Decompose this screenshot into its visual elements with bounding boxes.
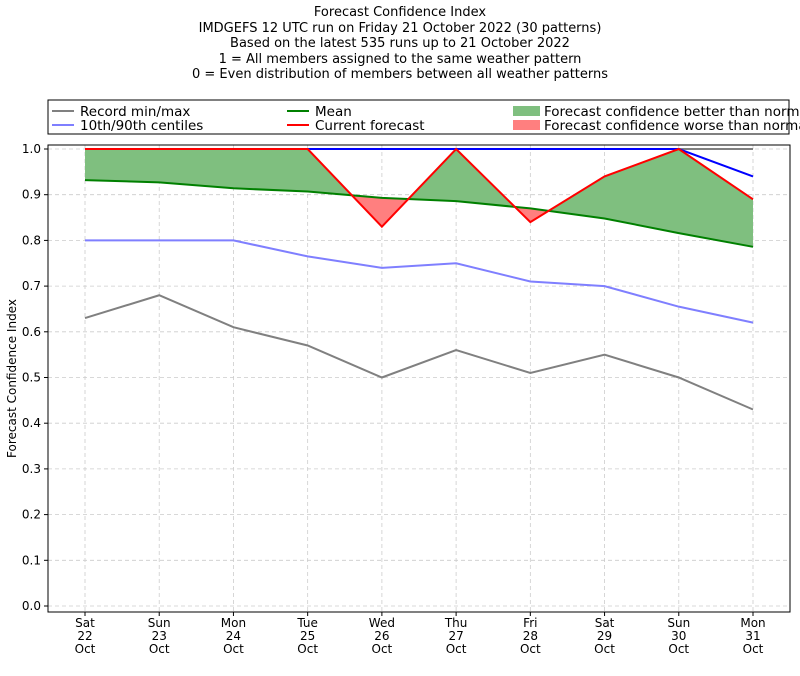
x-tick-label: 26 (374, 629, 389, 643)
y-axis-label: Forecast Confidence Index (5, 299, 19, 458)
y-tick-label: 0.0 (22, 599, 41, 613)
x-tick-label: Sat (75, 616, 95, 630)
x-tick-label: Oct (75, 642, 96, 656)
y-tick-label: 0.1 (22, 553, 41, 567)
x-tick-label: Tue (296, 616, 318, 630)
x-tick-label: Oct (297, 642, 318, 656)
x-tick-label: Oct (520, 642, 541, 656)
x-tick-label: Oct (223, 642, 244, 656)
x-tick-label: Oct (446, 642, 467, 656)
x-tick-label: Mon (221, 616, 246, 630)
x-tick-label: 25 (300, 629, 315, 643)
x-tick-label: 27 (448, 629, 463, 643)
x-tick-label: 23 (152, 629, 167, 643)
legend-patch-swatch (513, 120, 540, 130)
y-tick-label: 0.3 (22, 462, 41, 476)
legend-label: Mean (315, 104, 352, 120)
legend-patch-swatch (513, 106, 540, 116)
legend-label: Forecast confidence worse than normal (544, 118, 800, 134)
plot-frame (47, 144, 791, 613)
series-line-mean (84, 179, 754, 248)
x-tick-label: Thu (444, 616, 468, 630)
x-tick-label: Oct (149, 642, 170, 656)
y-tick-label: 0.8 (22, 233, 41, 247)
y-tick-label: 0.4 (22, 416, 41, 430)
title-line: Based on the latest 535 runs up to 21 Oc… (230, 36, 570, 51)
x-tick-label: 31 (745, 629, 760, 643)
x-tick-label: Sun (148, 616, 171, 630)
legend (47, 99, 790, 135)
x-tick-label: 29 (597, 629, 612, 643)
x-tick-label: 30 (671, 629, 686, 643)
x-tick-label: Oct (668, 642, 689, 656)
legend-label: 10th/90th centiles (80, 118, 203, 134)
x-tick-label: Oct (372, 642, 393, 656)
x-tick-label: Sun (667, 616, 690, 630)
x-tick-label: Oct (743, 642, 764, 656)
x-tick-label: Fri (523, 616, 537, 630)
y-tick-label: 0.9 (22, 188, 41, 202)
legend-label: Record min/max (80, 104, 190, 120)
title-line: 1 = All members assigned to the same wea… (218, 51, 582, 67)
title-line: 0 = Even distribution of members between… (191, 67, 609, 82)
x-tick-label: Wed (369, 616, 395, 630)
title-line: Forecast Confidence Index (313, 5, 487, 20)
legend-label: Forecast confidence better than normal (544, 104, 800, 120)
y-tick-label: 1.0 (22, 142, 41, 156)
y-tick-label: 0.5 (22, 371, 41, 385)
y-tick-label: 0.2 (22, 508, 41, 522)
x-tick-label: 28 (523, 629, 538, 643)
chart-title: Forecast Confidence Index IMDGEFS 12 UTC… (0, 5, 800, 83)
y-tick-label: 0.7 (22, 279, 41, 293)
series-line-current (85, 147, 754, 229)
x-tick-label: 24 (226, 629, 241, 643)
x-tick-label: Mon (740, 616, 765, 630)
series-line-p10 (85, 239, 754, 324)
title-line: IMDGEFS 12 UTC run on Friday 21 October … (198, 20, 602, 36)
x-tick-label: 22 (77, 629, 92, 643)
legend-label: Current forecast (315, 118, 425, 134)
x-tick-label: Oct (594, 642, 615, 656)
series-line-min (84, 294, 754, 411)
fill-better-than-normal (85, 149, 753, 247)
y-tick-label: 0.6 (22, 325, 41, 339)
x-tick-label: Sat (595, 616, 615, 630)
